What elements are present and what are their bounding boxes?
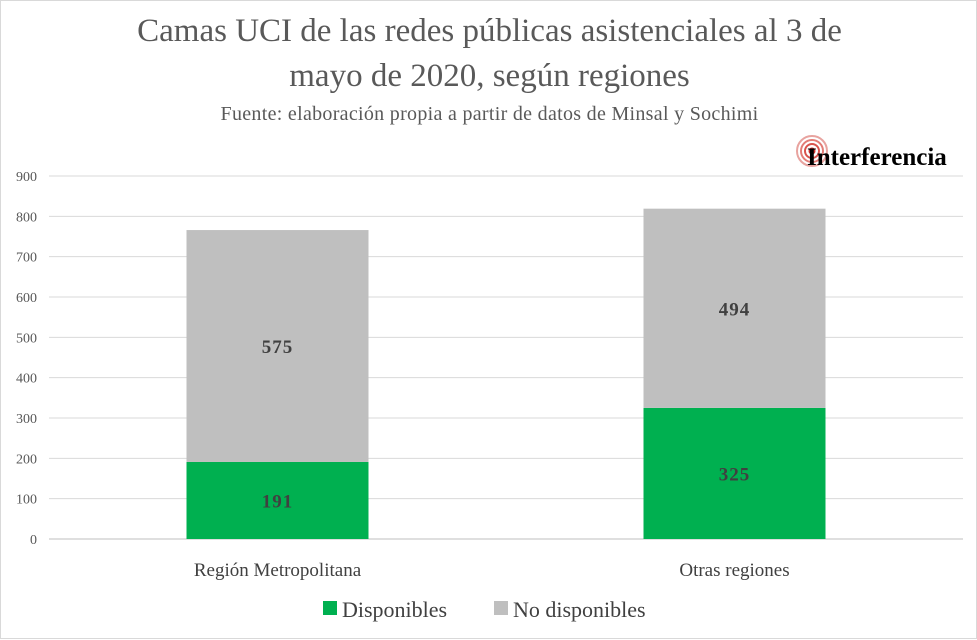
y-tick-label-400: 400 [16,372,37,387]
chart-title-line-1: Camas UCI de las redes públicas asistenc… [137,13,842,49]
y-tick-label-500: 500 [16,331,37,346]
data-label-no-disponibles-0: 575 [262,337,294,358]
legend-swatch-disponibles [323,601,337,615]
legend-label-no-disponibles: No disponibles [513,597,646,622]
data-label-disponibles-1: 325 [719,464,751,485]
bar-no-disponibles-0 [186,230,369,462]
y-tick-label-900: 900 [16,170,37,185]
bar-no-disponibles-1 [643,208,826,408]
chart-title-line-2: mayo de 2020, según regiones [289,58,690,94]
y-tick-label-200: 200 [16,452,37,467]
data-label-no-disponibles-1: 494 [719,299,751,320]
y-tick-label-600: 600 [16,291,37,306]
chart-subtitle: Fuente: elaboración propia a partir de d… [220,103,759,125]
y-tick-label-0: 0 [30,533,37,548]
logo-text: Interferencia [807,144,947,171]
data-label-disponibles-0: 191 [262,491,294,512]
logo-radio-waves-icon [796,135,828,167]
x-category-label-1: Otras regiones [679,560,789,581]
y-tick-label-100: 100 [16,493,37,508]
bar-disponibles-0 [186,461,369,539]
bar-disponibles-1 [643,407,826,539]
y-tick-label-300: 300 [16,412,37,427]
x-category-label-0: Región Metropolitana [194,560,362,581]
y-tick-label-700: 700 [16,251,37,266]
legend-label-disponibles: Disponibles [342,597,447,622]
y-tick-label-800: 800 [16,210,37,225]
legend-swatch-no-disponibles [494,601,508,615]
